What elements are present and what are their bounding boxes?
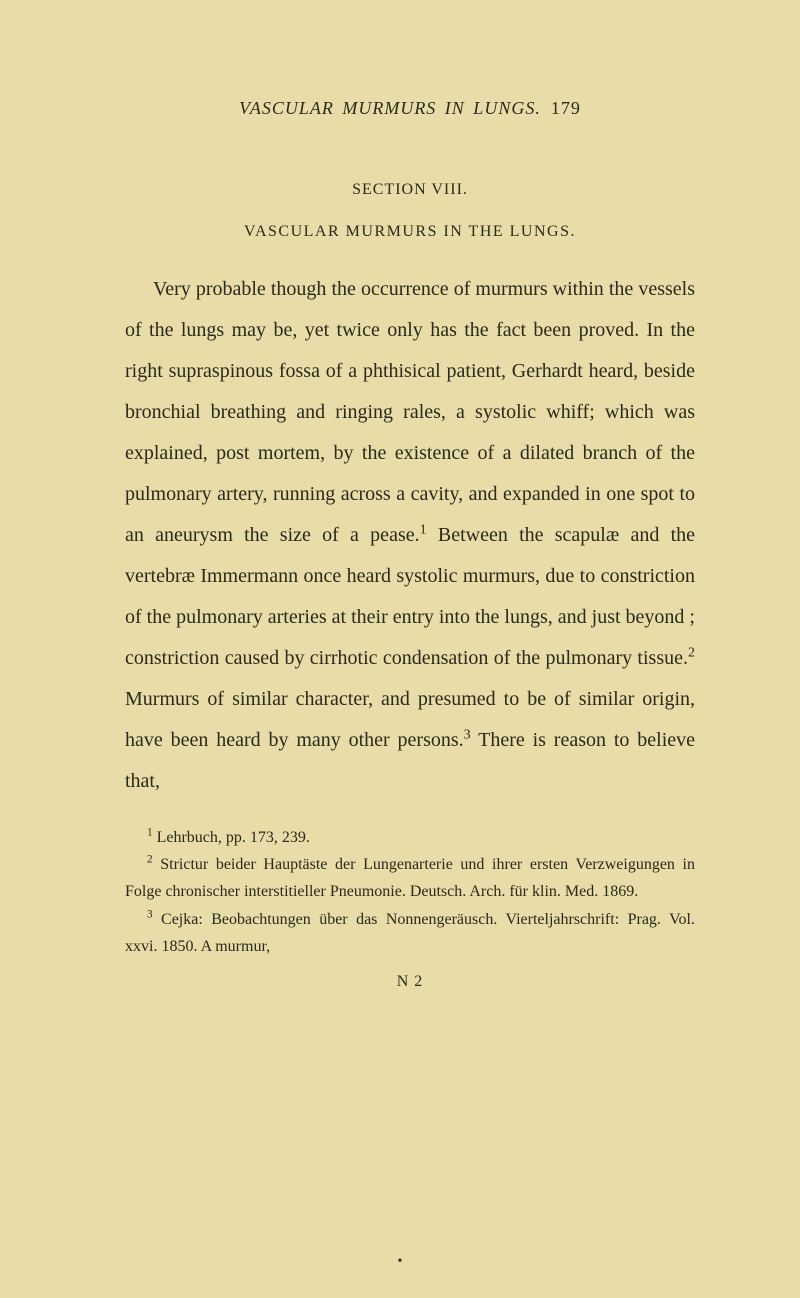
running-title: VASCULAR MURMURS IN LUNGS. (239, 98, 541, 118)
footnote-marker: 1 (147, 827, 153, 839)
section-label: SECTION VIII. (125, 181, 695, 199)
footnote-text: Strictur beider Hauptäste der Lungenarte… (125, 856, 695, 900)
page-number: 179 (551, 98, 581, 118)
footnote-3: 3 Cejka: Beobachtungen über das Nonnenge… (125, 906, 695, 960)
page-container: VASCULAR MURMURS IN LUNGS. 179 SECTION VI… (0, 0, 800, 995)
footnotes-block: 1 Lehrbuch, pp. 173, 239. 2 Strictur bei… (125, 824, 695, 995)
section-title: VASCULAR MURMURS IN THE LUNGS. (125, 223, 695, 241)
footnote-ref-3: 3 (464, 727, 471, 742)
footnote-ref-2: 2 (688, 645, 695, 660)
signature-mark: N 2 (125, 968, 695, 995)
footnote-1: 1 Lehrbuch, pp. 173, 239. (125, 824, 695, 851)
footnote-2: 2 Strictur beider Hauptäste der Lungenar… (125, 851, 695, 905)
footnote-text: Cejka: Beobachtungen über das Nonnengerä… (125, 911, 695, 955)
running-header: VASCULAR MURMURS IN LUNGS. 179 (125, 98, 695, 119)
footnote-marker: 2 (147, 854, 153, 866)
footnote-marker: 3 (147, 908, 153, 920)
footnote-ref-1: 1 (420, 522, 427, 537)
footnote-text: Lehrbuch, pp. 173, 239. (157, 829, 310, 846)
body-paragraph: Very probable though the occurrence of m… (125, 269, 695, 802)
printer-mark: • (398, 1254, 403, 1270)
